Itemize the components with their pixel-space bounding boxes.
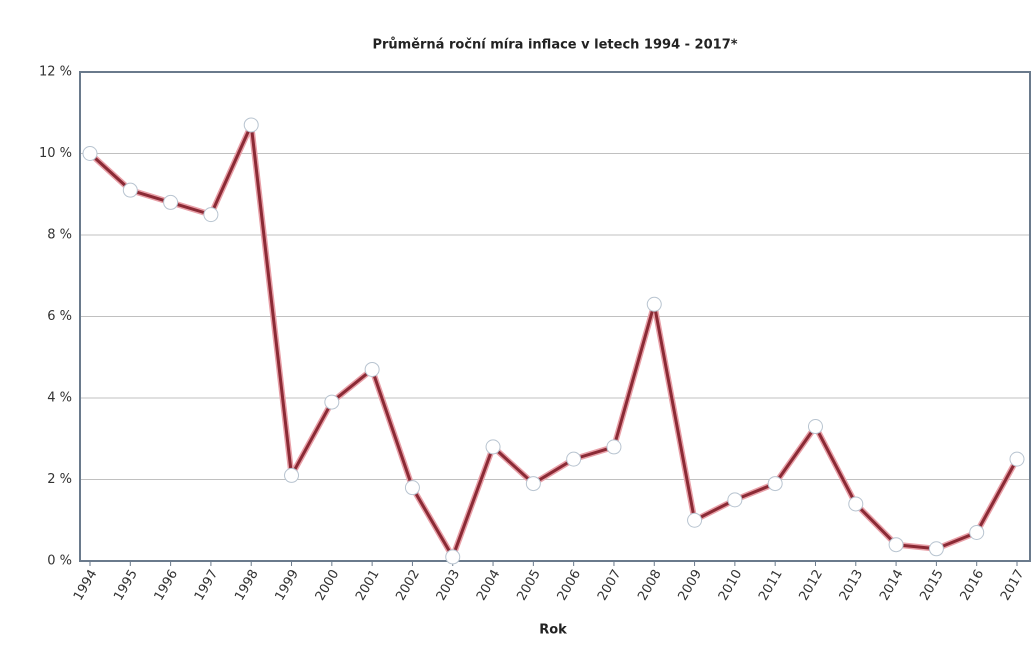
plot-frame xyxy=(79,71,1031,562)
line xyxy=(88,123,1019,559)
marker xyxy=(404,480,420,496)
y-tick-label: 4 % xyxy=(47,391,72,406)
x-axis-title: Rok xyxy=(539,623,567,638)
marker xyxy=(203,207,219,223)
x-tick-label: 2005 xyxy=(514,567,544,603)
x-tick-label: 2002 xyxy=(393,567,423,603)
marker xyxy=(243,117,259,133)
y-tick-label: 8 % xyxy=(47,228,72,243)
marker xyxy=(525,476,541,492)
x-tick-label: 1996 xyxy=(152,567,182,603)
x-tick-label: 2012 xyxy=(796,567,826,603)
x-tick-label: 2014 xyxy=(877,567,907,603)
x-tick-label: 1995 xyxy=(111,567,141,603)
marker xyxy=(606,439,622,455)
marker xyxy=(807,419,823,435)
y-tick-label: 6 % xyxy=(47,309,72,324)
x-tick-label: 2009 xyxy=(676,567,706,603)
marker xyxy=(163,194,179,210)
marker xyxy=(888,537,904,553)
marker xyxy=(727,492,743,508)
marker xyxy=(928,541,944,557)
x-tick-label: 2010 xyxy=(716,567,746,603)
marker xyxy=(445,549,461,565)
line-halo xyxy=(87,121,1020,560)
x-tick-label: 2004 xyxy=(474,567,504,603)
x-tick-label: 1998 xyxy=(232,567,262,603)
marker xyxy=(969,524,985,540)
x-tick-label: 2015 xyxy=(917,567,947,603)
y-tick-label: 12 % xyxy=(39,65,72,80)
marker xyxy=(122,182,138,198)
y-tick-label: 10 % xyxy=(39,146,72,161)
x-tick-label: 2007 xyxy=(595,567,625,603)
x-tick-label: 1999 xyxy=(272,567,302,603)
chart-title: Průměrná roční míra inflace v letech 199… xyxy=(372,38,737,53)
x-tick-label: 2013 xyxy=(837,567,867,603)
marker xyxy=(848,496,864,512)
x-tick-label: 1994 xyxy=(71,567,101,603)
marker xyxy=(566,451,582,467)
x-tick-label: 2001 xyxy=(353,567,383,603)
marker xyxy=(1009,451,1025,467)
x-tick-label: 2011 xyxy=(756,567,786,603)
x-tick-label: 2016 xyxy=(958,567,988,603)
marker xyxy=(284,467,300,483)
x-tick-label: 2006 xyxy=(555,567,585,603)
marker xyxy=(767,476,783,492)
x-tick-label: 2008 xyxy=(635,567,665,603)
y-tick-label: 0 % xyxy=(47,554,72,569)
marker xyxy=(646,296,662,312)
marker xyxy=(82,146,98,161)
x-tick-label: 2003 xyxy=(434,567,464,603)
marker xyxy=(324,394,340,410)
x-tick-label: 1997 xyxy=(192,567,222,603)
y-tick-label: 2 % xyxy=(47,472,72,487)
marker xyxy=(687,512,703,528)
x-tick-label: 2000 xyxy=(313,567,343,603)
marker xyxy=(364,361,380,377)
marker xyxy=(485,439,501,455)
x-tick-label: 2017 xyxy=(998,567,1028,603)
